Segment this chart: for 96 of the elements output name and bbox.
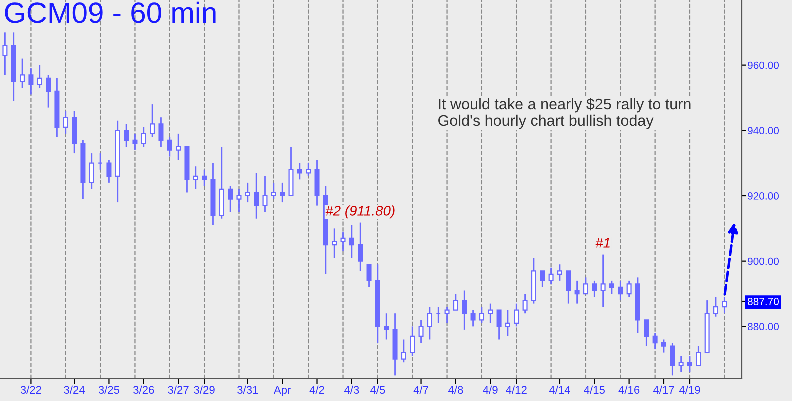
x-tick-label: 4/8	[448, 386, 464, 394]
candlestick	[644, 319, 650, 347]
candlestick	[696, 346, 702, 367]
candlestick	[332, 228, 338, 259]
candlestick	[176, 133, 182, 161]
candlestick	[401, 339, 406, 364]
candlestick	[522, 293, 528, 314]
x-tick-label: 4/2	[310, 386, 324, 394]
candlestick	[479, 306, 484, 324]
candlestick	[600, 254, 606, 308]
candlestick	[592, 280, 598, 298]
x-tick-label: 3/22	[20, 386, 42, 394]
candlestick	[470, 310, 476, 328]
x-tick-label: 3/26	[134, 386, 154, 394]
candlestick	[141, 126, 146, 148]
candlestick	[358, 222, 364, 272]
candlestick	[505, 310, 510, 338]
candlestick	[453, 293, 458, 312]
candlestick	[514, 303, 520, 328]
candlestick	[722, 296, 728, 314]
y-tick-label: 920.00	[748, 192, 780, 200]
y-tick-label: 940.00	[748, 127, 780, 135]
candlestick	[306, 162, 312, 178]
candlestick	[687, 355, 692, 374]
x-tick-label: 4/19	[679, 386, 700, 394]
candlestick	[262, 176, 268, 214]
candlestick	[340, 231, 346, 252]
annotation: It would take a nearly $25 rally to turn Gold's hourly chart bullish today	[438, 98, 691, 130]
candlestick	[271, 182, 276, 200]
candlestick	[254, 172, 260, 220]
x-tick-label: 4/9	[483, 386, 498, 394]
candlestick	[46, 74, 52, 108]
candlestick	[609, 280, 614, 295]
candlestick	[28, 68, 34, 96]
candlestick	[245, 182, 250, 204]
x-tick-label: 4/17	[653, 386, 674, 394]
candlestick	[626, 280, 632, 298]
candlestick	[418, 319, 424, 344]
candlestick	[106, 159, 112, 184]
candlestick	[202, 169, 208, 187]
candlestick	[236, 188, 242, 214]
candlestick	[678, 355, 684, 374]
annotation: #1	[596, 238, 610, 248]
x-tick-label: Apr	[274, 386, 292, 396]
candlestick	[548, 267, 554, 285]
candlestick	[193, 166, 198, 190]
annotation: #2 (911.80)	[326, 206, 395, 219]
candlestick	[618, 280, 624, 302]
candlestick	[713, 296, 718, 318]
candlestick	[124, 123, 130, 148]
x-tick-label: 3/29	[194, 386, 215, 394]
candlestick	[228, 186, 234, 214]
candlestick	[132, 133, 138, 151]
x-tick-label: 4/16	[618, 386, 640, 394]
x-tick-label: 3/31	[238, 386, 258, 394]
candlestick	[366, 264, 372, 288]
candlestick	[20, 58, 26, 89]
x-tick-label: 4/7	[414, 386, 428, 394]
x-tick-label: 3/27	[168, 386, 189, 394]
x-tick-label: 4/5	[370, 386, 386, 394]
candlestick	[167, 136, 172, 158]
y-tick-label: 900.00	[748, 258, 780, 266]
candlestick	[566, 270, 572, 305]
candlestick	[297, 162, 302, 180]
candlestick	[158, 116, 164, 148]
x-tick-label: 3/25	[98, 386, 120, 394]
candlestick	[349, 224, 354, 259]
candlestick	[540, 270, 546, 288]
candlestick	[280, 182, 286, 204]
y-tick-label: 960.00	[748, 62, 780, 70]
y-tick-label: 887.70	[748, 298, 780, 306]
candlestick	[583, 276, 588, 295]
candlestick	[661, 339, 666, 354]
candlestick	[444, 306, 450, 324]
y-tick-label: 880.00	[748, 323, 780, 331]
candlestick	[427, 306, 432, 340]
candlestick	[2, 32, 8, 76]
x-tick-label: 4/12	[506, 386, 527, 394]
candlestick	[462, 290, 468, 331]
chart-title: GCM09 - 60 min	[5, 2, 216, 24]
x-tick-label: 4/15	[584, 386, 605, 394]
x-tick-label: 4/14	[549, 386, 570, 394]
candlestick	[557, 264, 562, 282]
candlestick	[89, 152, 94, 190]
candlestick	[496, 310, 502, 340]
candlestick	[37, 64, 42, 89]
candlestick	[410, 326, 416, 357]
candlestick	[150, 104, 156, 138]
candlestick	[652, 332, 658, 350]
candlestick	[63, 110, 68, 135]
candlestick	[384, 312, 390, 340]
candlestick	[574, 280, 580, 305]
x-tick-label: 3/24	[64, 386, 86, 394]
x-tick-label: 4/3	[344, 386, 360, 394]
candlestick	[488, 303, 494, 324]
candlestick	[670, 342, 676, 376]
